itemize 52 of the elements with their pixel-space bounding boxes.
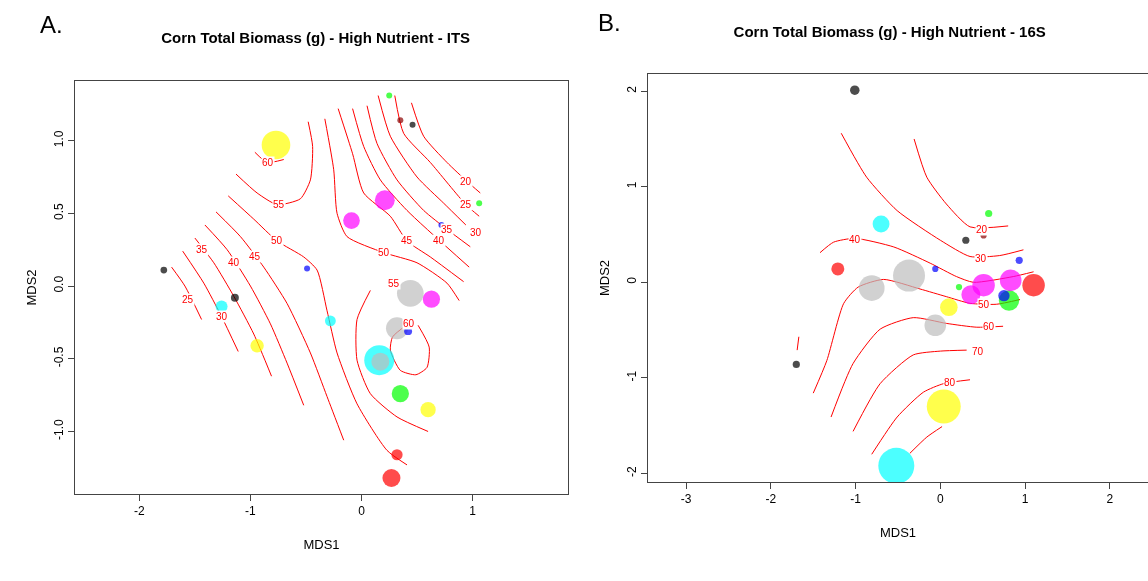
x-tick-label: -2 xyxy=(134,504,146,519)
x-tick-label: 0 xyxy=(937,492,945,507)
y-tick-label: 1.0 xyxy=(52,130,67,148)
annotation: 25 xyxy=(182,294,194,305)
annotation: 20 xyxy=(460,176,472,187)
annotation: 25 xyxy=(460,199,472,210)
annotation: 60 xyxy=(403,318,415,329)
y-tick-label: -1.0 xyxy=(52,419,67,441)
annotation: 30 xyxy=(470,227,482,238)
chart-title: Corn Total Biomass (g) - High Nutrient - 16S xyxy=(733,23,1046,41)
annotation: 30 xyxy=(216,311,228,322)
annotation: 55 xyxy=(273,199,285,210)
x-axis-title: MDS1 xyxy=(879,525,917,540)
annotation: 50 xyxy=(978,299,990,310)
y-tick-label: 2 xyxy=(625,85,640,93)
x-tick-label: 1 xyxy=(1021,492,1029,507)
y-tick-label: -0.5 xyxy=(52,346,67,368)
annotation: 70 xyxy=(972,346,984,357)
annotation: 50 xyxy=(271,235,283,246)
annotation: 50 xyxy=(378,247,390,258)
annotation: 40 xyxy=(433,235,445,246)
annotation: 60 xyxy=(262,157,274,168)
annotation: 35 xyxy=(441,224,453,235)
y-tick-label: 1 xyxy=(625,181,640,189)
annotation: 60 xyxy=(983,321,995,332)
x-tick-label: 0 xyxy=(358,504,366,519)
y-axis-title: MDS2 xyxy=(597,259,613,297)
y-tick-label: -2 xyxy=(625,465,640,477)
chart-title: Corn Total Biomass (g) - High Nutrient - ITS xyxy=(161,29,471,47)
annotation: 30 xyxy=(975,253,987,264)
x-tick-label: 1 xyxy=(469,504,477,519)
y-tick-label: 0.0 xyxy=(52,275,67,293)
y-tick-label: -1 xyxy=(625,370,640,382)
x-axis-title: MDS1 xyxy=(303,537,340,552)
y-tick-label: 0.5 xyxy=(52,202,67,220)
x-tick-label: -1 xyxy=(850,492,862,507)
annotation: 80 xyxy=(944,377,956,388)
annotation: 40 xyxy=(849,234,861,245)
x-tick-label: -3 xyxy=(680,492,692,507)
text: A. xyxy=(40,11,63,38)
x-tick-label: 2 xyxy=(1106,492,1114,507)
annotation: 35 xyxy=(196,244,208,255)
annotation: 20 xyxy=(976,224,988,235)
annotation: 45 xyxy=(401,235,413,246)
annotation: 45 xyxy=(249,251,261,262)
x-tick-label: -1 xyxy=(245,504,257,519)
y-axis-title: MDS2 xyxy=(24,269,40,306)
annotation: 40 xyxy=(228,257,240,268)
x-tick-label: -2 xyxy=(765,492,777,507)
text: B. xyxy=(598,9,621,36)
annotation: 55 xyxy=(388,278,400,289)
y-tick-label: 0 xyxy=(625,276,640,284)
